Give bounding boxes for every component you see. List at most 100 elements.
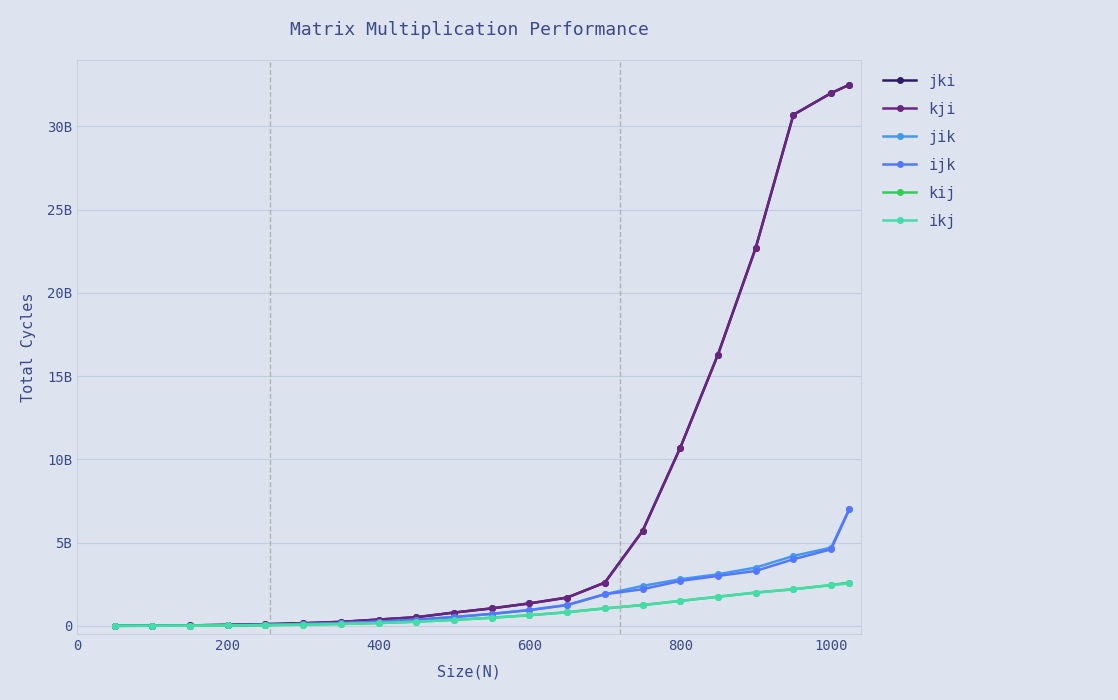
ikj	[711, 592, 724, 601]
jki	[523, 599, 537, 608]
ijk	[447, 612, 461, 621]
kij	[749, 589, 762, 597]
kij	[843, 578, 856, 587]
kji	[485, 604, 499, 612]
Line: kij: kij	[112, 580, 852, 629]
jki	[145, 622, 159, 630]
jki	[636, 527, 650, 536]
ijk	[598, 590, 612, 598]
jki	[787, 111, 800, 119]
jki	[296, 619, 310, 627]
Line: ikj: ikj	[112, 580, 852, 629]
kji	[560, 594, 574, 602]
ikj	[409, 617, 423, 626]
jik	[447, 612, 461, 621]
kij	[598, 604, 612, 612]
jki	[258, 620, 272, 629]
jik	[334, 619, 348, 627]
kji	[749, 244, 762, 252]
kji	[843, 80, 856, 89]
kij	[145, 622, 159, 630]
ikj	[523, 611, 537, 620]
Legend: jki, kji, jik, ijk, kij, ikj: jki, kji, jik, ijk, kij, ikj	[877, 67, 963, 234]
kji	[221, 621, 235, 629]
jik	[523, 606, 537, 615]
jki	[824, 89, 837, 97]
jki	[843, 80, 856, 89]
kij	[523, 611, 537, 620]
Y-axis label: Total Cycles: Total Cycles	[21, 293, 36, 402]
Line: jik: jik	[112, 507, 852, 629]
jik	[787, 552, 800, 560]
jki	[372, 615, 386, 624]
jik	[221, 621, 235, 629]
kji	[523, 599, 537, 608]
jki	[560, 594, 574, 602]
kij	[334, 620, 348, 628]
kij	[673, 596, 686, 605]
kji	[787, 111, 800, 119]
ikj	[636, 601, 650, 609]
jki	[334, 617, 348, 626]
kij	[221, 622, 235, 630]
jik	[824, 543, 837, 552]
kij	[296, 620, 310, 629]
kji	[598, 578, 612, 587]
jki	[485, 604, 499, 612]
ikj	[843, 579, 856, 587]
ijk	[258, 621, 272, 629]
ijk	[636, 585, 650, 594]
kij	[409, 617, 423, 626]
jik	[145, 622, 159, 630]
ijk	[787, 555, 800, 564]
ijk	[108, 622, 122, 630]
jki	[598, 578, 612, 587]
kji	[711, 350, 724, 358]
kij	[258, 621, 272, 629]
kji	[673, 444, 686, 452]
jik	[296, 620, 310, 628]
kji	[334, 617, 348, 626]
Line: ijk: ijk	[112, 507, 852, 629]
ikj	[372, 619, 386, 627]
kji	[108, 622, 122, 630]
ijk	[711, 572, 724, 580]
Line: jki: jki	[112, 82, 852, 629]
kji	[447, 608, 461, 617]
ijk	[296, 620, 310, 628]
jik	[598, 590, 612, 598]
ikj	[749, 589, 762, 597]
kji	[145, 622, 159, 630]
ijk	[485, 610, 499, 618]
jik	[409, 615, 423, 624]
ikj	[334, 620, 348, 628]
kji	[409, 613, 423, 622]
Line: kji: kji	[112, 82, 852, 629]
kij	[372, 619, 386, 627]
ijk	[372, 617, 386, 626]
ikj	[258, 621, 272, 629]
kji	[183, 621, 197, 629]
jik	[843, 505, 856, 514]
kij	[560, 608, 574, 617]
kji	[372, 615, 386, 624]
ijk	[843, 505, 856, 514]
kji	[824, 89, 837, 97]
kij	[711, 592, 724, 601]
ijk	[749, 567, 762, 575]
kij	[108, 622, 122, 630]
jki	[108, 622, 122, 630]
ikj	[824, 581, 837, 589]
ikj	[598, 604, 612, 612]
jik	[372, 617, 386, 626]
Title: Matrix Multiplication Performance: Matrix Multiplication Performance	[290, 21, 648, 38]
jik	[108, 622, 122, 630]
jik	[749, 564, 762, 572]
X-axis label: Size(N): Size(N)	[437, 664, 501, 679]
ijk	[145, 622, 159, 630]
ikj	[673, 596, 686, 605]
kij	[787, 585, 800, 594]
jik	[183, 622, 197, 630]
jki	[673, 444, 686, 452]
ikj	[485, 613, 499, 622]
